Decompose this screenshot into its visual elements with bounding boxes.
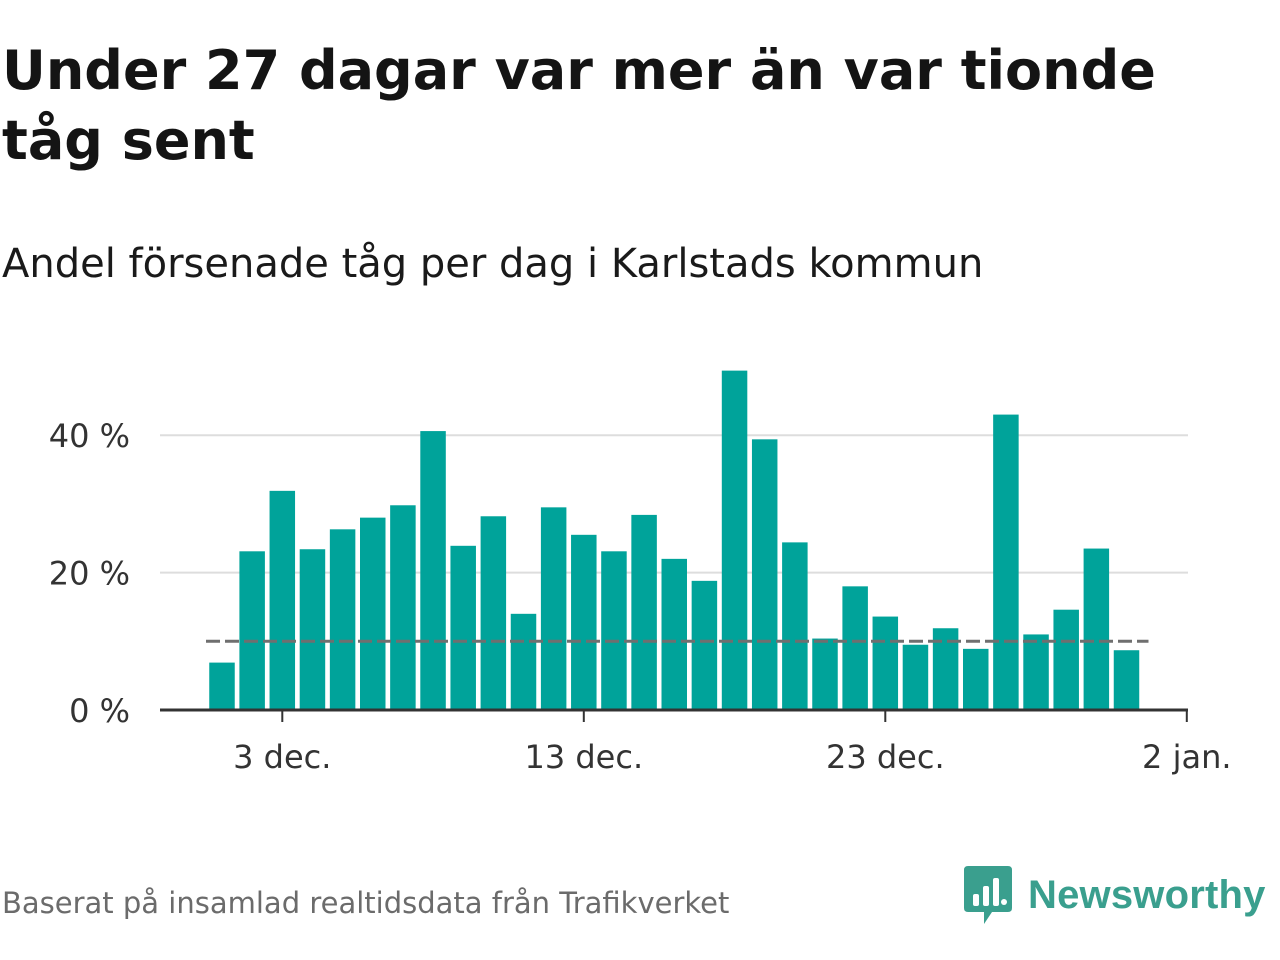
bar-2019-12-23 <box>872 616 899 710</box>
x-tick-label-2: 23 dec. <box>826 738 945 776</box>
x-tick-label-1: 13 dec. <box>524 738 643 776</box>
brand-logo[interactable]: Newsworthy <box>962 862 1266 928</box>
bar-2019-12-07 <box>390 505 416 710</box>
bar-2019-12-29 <box>1053 609 1079 710</box>
bar-2019-12-09 <box>450 545 476 710</box>
bar-2019-12-06 <box>360 517 386 710</box>
bar-2019-12-20 <box>782 542 808 710</box>
bar-2019-12-11 <box>510 613 537 710</box>
bar-2019-12-24 <box>902 644 929 710</box>
y-tick-label-2: 40 % <box>49 417 130 455</box>
bar-2019-12-19 <box>751 439 778 710</box>
y-tick-label-0: 0 % <box>69 692 130 730</box>
source-note: Baserat på insamlad realtidsdata från Tr… <box>2 886 730 920</box>
bar-2019-12-10 <box>480 516 507 710</box>
y-tick-label-1: 20 % <box>49 555 130 593</box>
y-tick-labels: 0 % 20 % 40 % <box>49 417 130 730</box>
x-axis <box>160 708 1188 722</box>
bar-2019-12-14 <box>601 551 627 710</box>
bar-2019-12-05 <box>329 529 356 710</box>
bars <box>209 370 1140 710</box>
bar-2019-12-17 <box>691 580 718 710</box>
bar-2019-12-30 <box>1083 548 1110 710</box>
x-tick-label-0: 3 dec. <box>233 738 331 776</box>
chart-title: Under 27 dagar var mer än var tionde tåg… <box>2 39 1156 172</box>
bar-2019-12-15 <box>631 514 657 710</box>
bar-2019-12-18 <box>721 370 748 710</box>
bar-2019-12-22 <box>842 586 868 710</box>
bar-2019-12-26 <box>963 648 989 710</box>
bar-2019-12-04 <box>299 549 326 710</box>
bar-2019-12-16 <box>661 558 687 710</box>
bar-2019-12-12 <box>540 507 567 710</box>
bar-chart: 0 % 20 % 40 % 3 dec. 13 dec. 23 dec. 2 jan. <box>49 370 1232 776</box>
bar-2019-12-02 <box>239 551 265 710</box>
bar-2019-12-01 <box>209 662 235 710</box>
brand-name: Newsworthy <box>1028 872 1266 917</box>
bar-2019-12-13 <box>571 534 597 710</box>
bar-2019-12-31 <box>1113 650 1140 710</box>
x-tick-labels: 3 dec. 13 dec. 23 dec. 2 jan. <box>233 738 1231 776</box>
chart-subtitle: Andel försenade tåg per dag i Karlstads … <box>2 241 984 287</box>
bar-2019-12-27 <box>993 414 1019 710</box>
bar-2019-12-03 <box>269 490 296 710</box>
bar-2019-12-28 <box>1023 634 1049 710</box>
newsworthy-bar-chart-icon <box>964 866 1012 924</box>
x-tick-label-3: 2 jan. <box>1142 738 1231 776</box>
bar-2019-12-08 <box>420 431 446 710</box>
bar-2019-12-21 <box>812 638 838 710</box>
